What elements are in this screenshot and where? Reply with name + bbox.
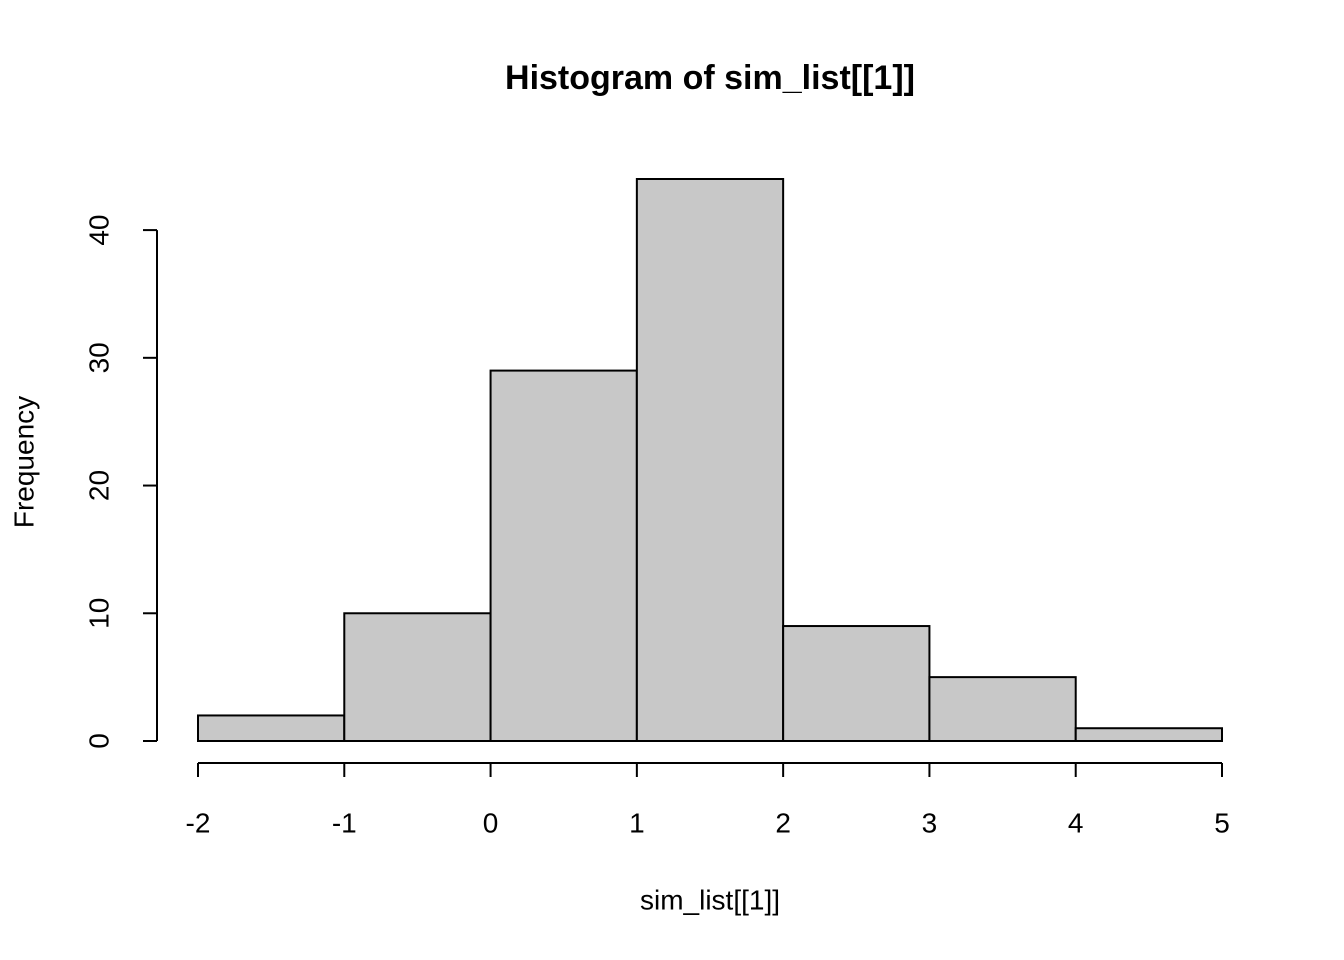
bar <box>1074 727 1223 743</box>
bar <box>928 676 1077 742</box>
bar <box>343 612 492 742</box>
x-tick-label: 4 <box>1068 807 1084 838</box>
x-tick-label: 3 <box>922 807 938 838</box>
bar <box>782 625 931 743</box>
x-tick-label: -2 <box>186 807 211 838</box>
bar <box>197 714 346 742</box>
y-tick-label: 40 <box>83 215 114 246</box>
y-tick-label: 0 <box>83 733 114 749</box>
y-tick-label: 30 <box>83 342 114 373</box>
bar <box>489 369 638 742</box>
y-axis-label: Frequency <box>8 396 39 528</box>
chart-title: Histogram of sim_list[[1]] <box>505 59 915 97</box>
x-tick-label: 2 <box>775 807 791 838</box>
x-axis-label: sim_list[[1]] <box>640 884 780 915</box>
bar <box>635 178 785 742</box>
x-tick-label: 1 <box>629 807 645 838</box>
y-tick-label: 10 <box>83 598 114 629</box>
x-tick-label: 5 <box>1214 807 1230 838</box>
x-tick-label: 0 <box>483 807 499 838</box>
y-tick-label: 20 <box>83 470 114 501</box>
x-tick-label: -1 <box>332 807 357 838</box>
